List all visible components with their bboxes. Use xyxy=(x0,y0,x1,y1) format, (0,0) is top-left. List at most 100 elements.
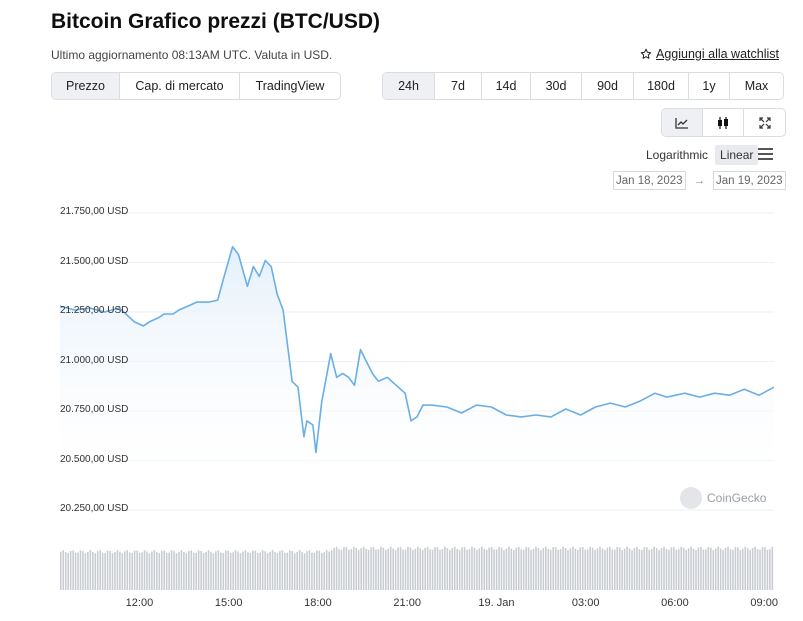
volume-bar xyxy=(722,550,724,590)
volume-bar xyxy=(707,546,710,590)
hamburger-menu-icon[interactable] xyxy=(758,148,773,160)
scale-linear[interactable]: Linear xyxy=(715,145,759,165)
volume-bar xyxy=(318,550,321,590)
volume-bar xyxy=(530,549,532,590)
volume-bar xyxy=(141,552,143,590)
x-tick-label: 19. Jan xyxy=(478,597,515,609)
volume-bar xyxy=(431,549,434,590)
volume-bar xyxy=(333,547,335,590)
last-updated-text: Ultimo aggiornamento 08:13AM UTC. Valuta… xyxy=(51,48,333,62)
volume-bar xyxy=(60,551,62,590)
volume-bar xyxy=(540,550,542,590)
volume-bar xyxy=(505,548,508,590)
volume-bar xyxy=(94,553,97,590)
volume-bar xyxy=(387,548,390,590)
volume-bar xyxy=(168,552,170,590)
coingecko-watermark: CoinGecko xyxy=(680,487,766,509)
volume-bar xyxy=(616,546,619,590)
volume-bar xyxy=(180,550,183,590)
volume-bar xyxy=(357,550,360,590)
range-14d[interactable]: 14d xyxy=(482,73,531,99)
volume-bar xyxy=(449,550,451,590)
volume-bar xyxy=(126,550,129,590)
volume-bar xyxy=(195,552,198,590)
volume-bar xyxy=(554,547,557,590)
volume-bar xyxy=(609,546,611,590)
volume-bar xyxy=(382,547,385,590)
volume-bar xyxy=(281,550,284,590)
date-from-input[interactable]: Jan 18, 2023 xyxy=(613,171,686,190)
y-tick-label: 20.500,00 USD xyxy=(60,453,129,465)
range-7d[interactable]: 7d xyxy=(435,73,482,99)
x-tick-label: 03:00 xyxy=(571,597,600,609)
volume-bar xyxy=(407,546,409,590)
volume-bar xyxy=(641,549,643,590)
volume-bar xyxy=(559,549,562,590)
volume-bar xyxy=(375,549,377,590)
volume-bar xyxy=(677,549,680,590)
scale-logarithmic[interactable]: Logarithmic xyxy=(646,148,709,162)
volume-bar xyxy=(311,552,313,590)
volume-bar xyxy=(441,549,444,590)
volume-bar xyxy=(188,550,190,590)
volume-bar xyxy=(96,551,99,590)
range-1y[interactable]: 1y xyxy=(689,73,730,99)
range-90d[interactable]: 90d xyxy=(582,73,634,99)
volume-bar xyxy=(330,550,333,590)
volume-bar xyxy=(350,549,353,590)
volume-bar xyxy=(340,549,343,590)
volume-bar xyxy=(712,549,715,590)
volume-bar xyxy=(352,546,355,590)
volume-bar xyxy=(242,551,244,590)
fullscreen-button[interactable] xyxy=(744,109,785,136)
arrow-right-icon: → xyxy=(693,174,706,187)
range-30d[interactable]: 30d xyxy=(531,73,582,99)
volume-bar xyxy=(481,546,483,590)
volume-bar xyxy=(89,550,92,590)
range-24h[interactable]: 24h xyxy=(383,73,435,99)
volume-bar xyxy=(618,547,621,590)
volume-bar xyxy=(185,553,188,590)
volume-bar xyxy=(421,550,424,590)
volume-bar xyxy=(79,550,82,590)
volume-bar xyxy=(594,550,596,590)
volume-bar xyxy=(596,548,599,590)
volume-bar xyxy=(697,547,700,590)
volume-bar xyxy=(409,547,412,590)
volume-bar xyxy=(468,549,471,590)
volume-bar xyxy=(724,547,727,590)
volume-bar xyxy=(271,550,274,590)
volume-bar xyxy=(729,549,732,590)
volume-bar xyxy=(717,546,719,590)
x-tick-label: 06:00 xyxy=(661,597,689,609)
volume-bar xyxy=(291,551,294,590)
range-max[interactable]: Max xyxy=(744,79,769,93)
tab-prezzo[interactable]: Prezzo xyxy=(52,73,120,99)
volume-bar xyxy=(62,550,65,590)
volume-bar xyxy=(463,547,466,590)
scale-toggle: Logarithmic Linear xyxy=(641,145,759,165)
volume-bar xyxy=(478,548,481,590)
range-180d[interactable]: 180d xyxy=(634,73,689,99)
tab-market-cap[interactable]: Cap. di mercato xyxy=(120,73,240,99)
candlestick-button[interactable] xyxy=(703,109,744,136)
volume-bar xyxy=(522,549,525,590)
volume-bar xyxy=(764,547,766,590)
tab-tradingview[interactable]: TradingView xyxy=(255,79,325,93)
volume-bar xyxy=(739,549,742,590)
volume-bar xyxy=(444,546,446,590)
add-watchlist-link[interactable]: Aggiungi alla watchlist xyxy=(640,47,779,61)
volume-bar xyxy=(604,550,606,590)
volume-bar xyxy=(303,553,306,590)
volume-bar xyxy=(557,549,559,590)
volume-bar xyxy=(503,549,505,590)
line-chart-button[interactable] xyxy=(662,109,703,136)
volume-bar xyxy=(626,546,628,590)
volume-bar xyxy=(412,549,414,590)
volume-bar xyxy=(399,546,402,590)
x-tick-label: 21:00 xyxy=(393,597,421,609)
date-to-input[interactable]: Jan 19, 2023 xyxy=(713,171,786,190)
volume-bar xyxy=(74,552,77,590)
volume-bar xyxy=(220,552,222,590)
